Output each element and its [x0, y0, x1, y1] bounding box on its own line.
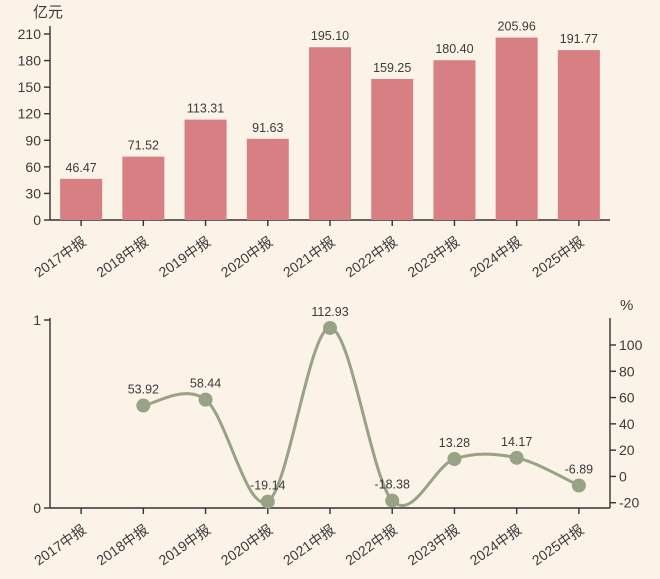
x-axis-label: 2018中报	[93, 233, 151, 280]
y-axis-tick-label: 150	[18, 79, 42, 95]
right-axis-tick-label: 40	[619, 416, 635, 432]
x-axis-label: 2020中报	[218, 233, 276, 280]
bar-chart-section: 亿元 0 30 60 90 120 150 180 210 46.47 2017中报 71.52 201…	[18, 4, 610, 280]
right-axis-tick-label: 80	[619, 363, 635, 379]
x-axis-label: 2020中报	[218, 521, 276, 568]
left-axis-tick-label: 1	[33, 312, 41, 328]
bar-value-label: 46.47	[65, 161, 96, 175]
bar	[184, 119, 227, 220]
bar	[309, 47, 351, 220]
left-axis-tick-label: 0	[33, 500, 41, 516]
point-value-label: -19.14	[250, 479, 285, 493]
x-axis-label: 2025中报	[529, 233, 587, 280]
point-value-label: -18.38	[374, 478, 409, 492]
x-axis-label: 2017中报	[31, 233, 89, 280]
y-axis-tick-label: 180	[18, 53, 42, 69]
bar	[495, 37, 538, 221]
x-axis-label: 2024中报	[467, 521, 525, 568]
x-axis-label: 2019中报	[156, 233, 214, 280]
right-axis-tick-label: 60	[619, 390, 635, 406]
y-axis-tick-label: 120	[18, 106, 42, 122]
point-value-label: 53.92	[128, 383, 159, 397]
right-axis-tick-label: 0	[619, 468, 627, 484]
bar-value-label: 91.63	[252, 121, 283, 135]
right-axis-tick-label: 100	[619, 337, 643, 353]
line-chart-section: 1 0% -20 0 20 40 60 80 100 2017中报 2018中报 2019中报 2020…	[0, 290, 660, 579]
y-axis-tick-label: 60	[25, 159, 41, 175]
data-point-marker	[136, 398, 151, 413]
x-axis-label: 2023中报	[405, 233, 463, 280]
bar-value-label: 180.40	[435, 42, 473, 56]
x-axis-label: 2018中报	[93, 521, 151, 568]
y-axis-tick-label: 0	[33, 212, 41, 228]
bar-value-label: 71.52	[128, 139, 159, 153]
data-point-marker	[260, 494, 275, 509]
x-axis-label: 2021中报	[280, 233, 338, 280]
x-axis-label: 2025中报	[529, 521, 587, 568]
x-axis-label: 2017中报	[31, 521, 89, 568]
x-axis-label: 2021中报	[280, 521, 338, 568]
data-point-marker	[447, 451, 462, 466]
x-axis-label: 2022中报	[342, 521, 400, 568]
bar	[433, 60, 476, 220]
bar	[122, 156, 165, 220]
y-axis-tick-label: 210	[18, 26, 42, 42]
x-axis-label: 2023中报	[405, 521, 463, 568]
x-axis-label: 2024中报	[467, 233, 525, 280]
bar	[60, 178, 103, 220]
data-point-marker	[323, 320, 337, 335]
data-point-marker	[385, 493, 400, 508]
revenue-bar-chart: 亿元 0 30 60 90 120 150 180 210 46.47 2017中报 71.52 201…	[18, 4, 610, 280]
bar-value-label: 113.31	[187, 102, 224, 116]
y-axis-tick-label: 30	[25, 185, 41, 201]
point-value-label: 13.28	[439, 436, 470, 450]
x-axis-label: 2019中报	[156, 521, 214, 568]
data-point-marker	[571, 478, 586, 493]
bar	[371, 78, 414, 220]
point-value-label: 112.93	[311, 305, 348, 319]
growth-line-chart: 1 0% -20 0 20 40 60 80 100 2017中报 2018中报 2019中报 2020…	[31, 297, 643, 568]
right-axis-tick-label: -20	[619, 495, 639, 511]
y-axis-tick-label: 90	[25, 132, 41, 148]
x-axis-label: 2022中报	[342, 233, 400, 280]
point-value-label: 14.17	[501, 435, 532, 449]
bar	[246, 138, 289, 220]
bar	[557, 50, 600, 220]
bar-value-label: 191.77	[560, 32, 598, 46]
bar-value-label: 159.25	[373, 61, 411, 75]
point-value-label: 58.44	[190, 377, 221, 391]
bar-value-label: 205.96	[498, 20, 536, 34]
bar-value-label: 195.10	[311, 29, 349, 43]
point-value-label: -6.89	[565, 463, 594, 477]
data-point-marker	[509, 450, 524, 465]
line-series	[143, 326, 580, 508]
right-axis-unit-label: %	[620, 297, 633, 314]
y-axis-unit-label: 亿元	[33, 4, 63, 21]
data-point-marker	[198, 392, 213, 407]
right-axis-tick-label: 20	[619, 442, 635, 458]
